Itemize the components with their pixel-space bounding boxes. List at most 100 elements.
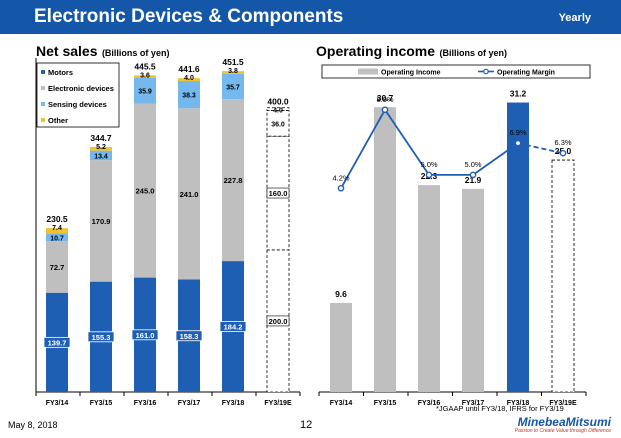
legend-swatch-electronic-devices bbox=[41, 86, 45, 90]
other-value-label: 3.6 bbox=[140, 72, 150, 79]
electronic-value-label: 72.7 bbox=[50, 263, 65, 272]
margin-value-label: 8.9% bbox=[376, 95, 393, 104]
op-income-bar bbox=[374, 107, 396, 392]
op-income-legend bbox=[321, 64, 591, 79]
net-sales-bar-electronic-devices bbox=[178, 108, 200, 280]
net-sales-category-label: FY3/16 bbox=[134, 400, 157, 407]
margin-point bbox=[425, 171, 433, 179]
forecast-value-box bbox=[266, 315, 290, 327]
op-income-bar bbox=[462, 188, 484, 392]
op-income-category-label: FY3/18 bbox=[507, 400, 530, 407]
op-income-bar bbox=[330, 302, 352, 392]
legend-swatch-motors bbox=[41, 70, 45, 74]
motors-value-box bbox=[175, 330, 203, 342]
margin-point bbox=[337, 184, 345, 192]
motors-value-label: 161.0 bbox=[136, 331, 155, 340]
motors-value-box bbox=[131, 329, 159, 341]
op-income-value-label: 30.7 bbox=[377, 93, 394, 103]
op-income-value-label: 21.9 bbox=[465, 175, 482, 185]
net-sales-bar-electronic-devices bbox=[222, 99, 244, 262]
electronic-value-label: 241.0 bbox=[180, 190, 199, 199]
margin-point bbox=[381, 106, 389, 114]
net-sales-legend bbox=[36, 62, 120, 128]
net-sales-title: Net sales (Billions of yen) bbox=[36, 43, 169, 61]
op-income-category-label: FY3/14 bbox=[330, 400, 353, 407]
margin-value-label: 6.9% bbox=[509, 128, 526, 137]
legend-marker-operating-margin bbox=[483, 68, 489, 75]
forecast-value-label: 160.0 bbox=[269, 189, 288, 198]
page-number: 12 bbox=[300, 419, 313, 431]
net-sales-bar-sensing-devices bbox=[90, 150, 112, 161]
margin-value-label: 5.0% bbox=[420, 160, 437, 169]
op-income-category-label: FY3/15 bbox=[374, 400, 397, 407]
op-income-category-label: FY3/17 bbox=[462, 400, 485, 407]
op-income-value-label: 9.6 bbox=[335, 289, 347, 299]
net-sales-bar-other bbox=[134, 75, 156, 78]
op-income-category-label: FY3/19E bbox=[549, 400, 577, 407]
forecast-segment-bar bbox=[266, 107, 290, 111]
op-income-forecast-bar bbox=[551, 159, 575, 393]
accounting-note: *JGAAP until FY3/18, IFRS for FY3/19 bbox=[436, 404, 564, 413]
net-sales-bar-sensing-devices bbox=[46, 233, 68, 242]
electronic-value-label: 170.9 bbox=[92, 217, 111, 226]
footer-date: May 8, 2018 bbox=[8, 420, 58, 430]
legend-label-other: Other bbox=[48, 116, 68, 125]
operating-income-unit: (Billions of yen) bbox=[439, 48, 507, 58]
op-income-value-label: 31.2 bbox=[510, 89, 527, 99]
company-logo: MinebeaMitsumi Passion to Create Value t… bbox=[515, 415, 611, 434]
motors-value-label: 184.2 bbox=[224, 323, 243, 332]
legend-label-electronic-devices: Electronic devices bbox=[48, 84, 114, 93]
margin-point bbox=[514, 139, 522, 147]
legend-swatch-other bbox=[41, 118, 45, 122]
electronic-value-label: 227.8 bbox=[224, 176, 243, 185]
margin-line-segment bbox=[384, 109, 430, 176]
other-value-label: 5.2 bbox=[96, 144, 106, 151]
sensing-value-label: 35.7 bbox=[226, 85, 240, 92]
net-sales-bar-electronic-devices bbox=[134, 103, 156, 278]
other-value-label: 4.0 bbox=[184, 75, 194, 82]
net-sales-total-label: 230.5 bbox=[46, 214, 68, 224]
electronic-value-label: 245.0 bbox=[136, 187, 155, 196]
other-value-label: 3.8 bbox=[228, 68, 238, 75]
net-sales-bar-other bbox=[46, 228, 68, 234]
motors-value-label: 139.7 bbox=[48, 338, 67, 347]
net-sales-total-label: 344.7 bbox=[90, 133, 112, 143]
operating-income-title-text: Operating income bbox=[316, 43, 436, 59]
net-sales-bar-electronic-devices bbox=[90, 160, 112, 282]
sensing-value-label: 13.4 bbox=[94, 153, 108, 160]
logo-name: MinebeaMitsumi bbox=[517, 415, 611, 429]
net-sales-total-label: 400.0 bbox=[267, 97, 289, 107]
margin-point bbox=[469, 171, 477, 179]
net-sales-total-label: 441.6 bbox=[178, 64, 200, 74]
page-title: Electronic Devices & Components bbox=[34, 6, 344, 27]
margin-point bbox=[559, 149, 567, 157]
operating-income-title: Operating income (Billions of yen) bbox=[316, 43, 507, 61]
other-value-label: 7.4 bbox=[52, 225, 62, 232]
legend-label-operating-income: Operating Income bbox=[381, 70, 441, 77]
op-income-category-label: FY3/16 bbox=[418, 400, 441, 407]
net-sales-total-label: 445.5 bbox=[134, 61, 156, 71]
net-sales-bar-other bbox=[90, 146, 112, 151]
net-sales-category-label: FY3/14 bbox=[46, 400, 69, 407]
net-sales-bar-sensing-devices bbox=[178, 81, 200, 109]
net-sales-bar-sensing-devices bbox=[222, 73, 244, 100]
sensing-value-label: 38.3 bbox=[182, 93, 196, 100]
net-sales-category-label: FY3/18 bbox=[222, 400, 245, 407]
op-income-bar bbox=[507, 102, 529, 393]
sensing-value-label: 35.9 bbox=[138, 89, 152, 96]
margin-value-label: 4.2% bbox=[332, 173, 349, 182]
motors-value-label: 158.3 bbox=[180, 332, 199, 341]
motors-value-box bbox=[43, 336, 71, 348]
margin-line-segment bbox=[472, 142, 519, 176]
logo-tagline: Passion to Create Value through Differen… bbox=[514, 428, 611, 434]
net-sales-total-label: 451.5 bbox=[222, 57, 244, 67]
margin-value-label: 6.3% bbox=[554, 138, 571, 147]
margin-value-label: 5.0% bbox=[464, 160, 481, 169]
net-sales-bar-other bbox=[178, 78, 200, 82]
net-sales-bar-other bbox=[222, 71, 244, 74]
legend-label-motors: Motors bbox=[48, 68, 73, 77]
net-sales-bar-electronic-devices bbox=[46, 241, 68, 293]
forecast-value-label: 200.0 bbox=[269, 317, 288, 326]
motors-value-box bbox=[87, 331, 115, 343]
op-income-bar bbox=[418, 185, 440, 392]
